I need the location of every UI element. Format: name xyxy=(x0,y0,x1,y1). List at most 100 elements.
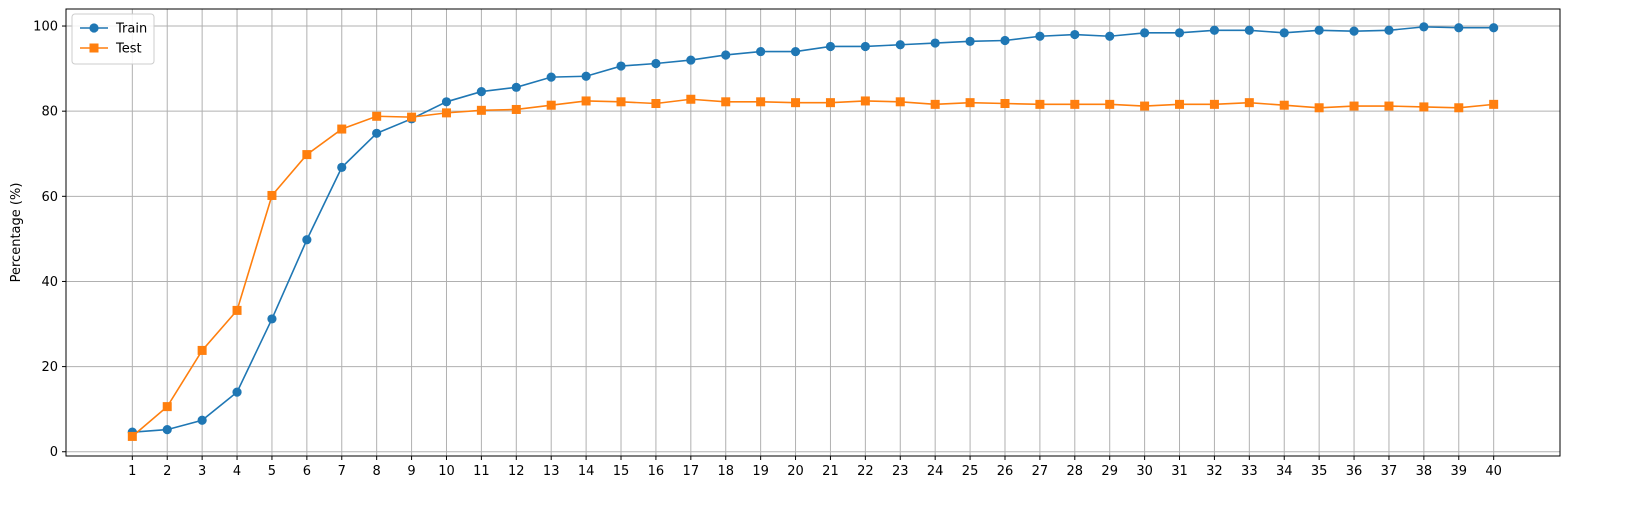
x-tick-label: 38 xyxy=(1416,464,1433,479)
train-line xyxy=(132,26,1494,433)
x-tick-label: 35 xyxy=(1311,464,1328,479)
x-tick-label: 11 xyxy=(473,464,490,479)
y-tick-label: 60 xyxy=(41,190,58,205)
train-point xyxy=(1174,28,1185,38)
train-point xyxy=(1419,22,1429,32)
test-point xyxy=(372,111,382,121)
x-tick-label: 31 xyxy=(1171,464,1188,479)
test-point xyxy=(616,97,626,107)
train-point xyxy=(1140,28,1150,38)
train-point xyxy=(546,72,556,82)
test-point xyxy=(302,150,312,160)
x-tick-label: 4 xyxy=(233,464,241,479)
x-tick-label: 34 xyxy=(1276,464,1293,479)
test-point xyxy=(1244,98,1254,108)
test-point xyxy=(1035,99,1045,109)
test-point xyxy=(197,345,207,355)
x-tick-label: 9 xyxy=(407,464,415,479)
y-tick-label: 20 xyxy=(41,360,58,375)
train-point xyxy=(1209,25,1220,35)
x-tick-label: 39 xyxy=(1450,464,1467,479)
train-point xyxy=(860,41,870,52)
test-point xyxy=(546,100,556,110)
train-point xyxy=(616,61,626,71)
test-point xyxy=(1314,103,1324,113)
x-tick-label: 16 xyxy=(648,464,665,479)
test-point xyxy=(232,305,242,315)
y-axis-label: Percentage (%) xyxy=(9,183,24,283)
test-point xyxy=(1070,99,1080,109)
legend: Train Test xyxy=(71,13,155,65)
x-tick-label: 23 xyxy=(892,464,909,479)
test-point xyxy=(686,94,696,104)
legend-label: Train xyxy=(115,22,147,37)
x-axis: 1 2 3 4 5 6 7 8 9 10 11 12 13 14 15 16 17 18 19 20 21 22 23 24 2… xyxy=(128,456,1502,479)
train-point xyxy=(1105,31,1115,41)
x-tick-label: 28 xyxy=(1067,464,1084,479)
train-point xyxy=(1454,23,1464,33)
train-point xyxy=(825,41,836,52)
test-point xyxy=(1140,101,1150,111)
train-point xyxy=(1314,25,1324,35)
test-point xyxy=(1419,102,1429,112)
legend-swatch-marker xyxy=(89,23,99,33)
plot-frame xyxy=(65,8,1561,457)
train-point xyxy=(511,82,521,92)
test-point xyxy=(1489,99,1499,109)
train-point xyxy=(930,38,940,48)
test-point xyxy=(337,124,347,134)
y-tick-label: 80 xyxy=(41,105,58,120)
test-point xyxy=(511,104,521,114)
test-point xyxy=(581,96,591,106)
x-tick-label: 15 xyxy=(613,464,630,479)
test-point xyxy=(930,99,940,109)
train-point xyxy=(1489,23,1499,33)
x-tick-label: 12 xyxy=(508,464,525,479)
test-point xyxy=(756,97,766,107)
test-point xyxy=(1105,99,1115,109)
x-tick-label: 25 xyxy=(962,464,979,479)
x-tick-label: 37 xyxy=(1381,464,1398,479)
x-tick-label: 8 xyxy=(373,464,381,479)
legend-item-train: Train xyxy=(80,22,147,37)
y-axis: 0 20 40 60 80 100 xyxy=(33,20,66,460)
legend-swatch-marker xyxy=(89,43,99,53)
legend-label: Test xyxy=(115,42,142,57)
test-point xyxy=(407,112,417,122)
train-point xyxy=(651,58,661,69)
y-tick-label: 40 xyxy=(41,275,58,290)
test-point xyxy=(476,105,486,115)
train-point xyxy=(1349,26,1359,36)
train-point xyxy=(372,128,382,138)
train-point xyxy=(686,55,696,65)
x-tick-label: 18 xyxy=(717,464,734,479)
train-point xyxy=(1279,28,1289,38)
x-tick-label: 5 xyxy=(268,464,276,479)
x-tick-label: 19 xyxy=(752,464,769,479)
x-tick-label: 6 xyxy=(303,464,311,479)
series-train xyxy=(127,22,1499,437)
x-tick-label: 20 xyxy=(787,464,804,479)
grid xyxy=(66,9,1560,456)
x-tick-label: 13 xyxy=(543,464,560,479)
x-tick-label: 40 xyxy=(1485,464,1502,479)
test-point xyxy=(895,97,905,107)
train-point xyxy=(476,86,486,97)
x-tick-label: 27 xyxy=(1032,464,1049,479)
test-point xyxy=(721,97,731,107)
x-tick-label: 33 xyxy=(1241,464,1258,479)
train-point xyxy=(197,415,207,425)
test-point xyxy=(1209,99,1219,109)
train-point xyxy=(1070,29,1080,40)
train-point xyxy=(790,46,801,57)
x-tick-label: 24 xyxy=(927,464,944,479)
test-point xyxy=(1349,101,1359,111)
train-point xyxy=(895,40,905,50)
series-test xyxy=(127,94,1499,441)
test-line xyxy=(131,98,1494,438)
x-tick-label: 3 xyxy=(198,464,206,479)
train-point xyxy=(337,162,347,172)
x-tick-label: 21 xyxy=(822,464,839,479)
train-point xyxy=(162,425,172,435)
